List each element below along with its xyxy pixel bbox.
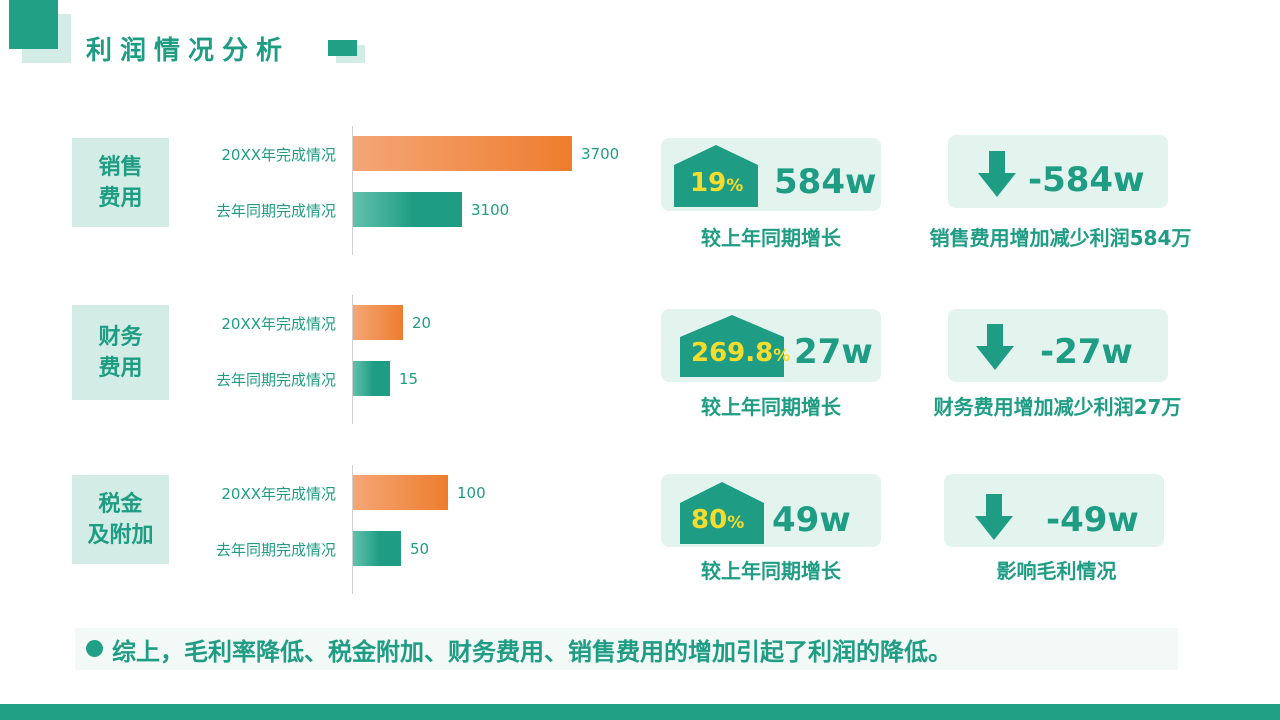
footer-bar — [0, 704, 1280, 720]
bar-value-label: 50 — [410, 540, 430, 558]
bar-series-label: 去年同期完成情况 — [215, 541, 336, 559]
impact-caption: 影响毛利情况 — [996, 559, 1117, 583]
growth-caption: 较上年同期增长 — [701, 395, 841, 419]
title-accent-dark — [328, 40, 357, 56]
growth-percent: 19% — [690, 168, 744, 198]
bar-value-label: 15 — [399, 370, 419, 388]
category-label-finance-expense: 财务 费用 — [72, 305, 169, 400]
bar-series-label: 去年同期完成情况 — [215, 371, 336, 389]
bar-series-label: 20XX年完成情况 — [221, 315, 336, 333]
growth-percent: 80% — [691, 505, 745, 535]
header-decoration-dark — [9, 0, 58, 49]
category-line: 销售 — [98, 154, 143, 180]
category-line: 费用 — [98, 355, 143, 381]
axis-line — [352, 295, 353, 424]
bar — [353, 305, 403, 340]
category-line: 及附加 — [87, 522, 154, 548]
axis-line — [352, 465, 353, 594]
house-icon — [674, 145, 758, 207]
bar-value-label: 3100 — [471, 201, 510, 219]
arrow-down-icon — [978, 151, 1016, 197]
bar-series-label: 去年同期完成情况 — [215, 202, 336, 220]
category-label-sales-expense: 销售 费用 — [72, 138, 169, 227]
category-line: 费用 — [98, 185, 143, 211]
bar-value-label: 20 — [412, 314, 432, 332]
bar-series-label: 20XX年完成情况 — [221, 485, 336, 503]
growth-caption: 较上年同期增长 — [701, 559, 841, 583]
bar — [353, 192, 462, 227]
impact-amount: -584w — [1028, 160, 1145, 200]
arrow-down-icon — [975, 494, 1013, 540]
bar — [353, 136, 572, 171]
bar — [353, 361, 390, 396]
axis-line — [352, 126, 353, 255]
impact-card-finance — [948, 309, 1168, 382]
impact-card-sales — [948, 135, 1168, 208]
impact-caption: 财务费用增加减少利润27万 — [933, 395, 1182, 419]
bar — [353, 475, 448, 510]
house-icon — [680, 482, 764, 544]
bar-series-label: 20XX年完成情况 — [221, 146, 336, 164]
summary-text: 综上，毛利率降低、税金附加、财务费用、销售费用的增加引起了利润的降低。 — [112, 638, 952, 666]
growth-amount: 584w — [774, 162, 877, 202]
page-title: 利润情况分析 — [86, 36, 291, 66]
bar-value-label: 3700 — [581, 145, 620, 163]
category-line: 税金 — [98, 491, 143, 517]
impact-amount: -27w — [1040, 332, 1133, 372]
growth-caption: 较上年同期增长 — [701, 226, 841, 250]
summary-box — [75, 628, 1178, 670]
bar — [353, 531, 401, 566]
growth-amount: 49w — [772, 500, 851, 540]
growth-amount: 27w — [794, 332, 873, 372]
arrow-down-icon — [976, 324, 1014, 370]
category-line: 财务 — [98, 324, 143, 350]
impact-amount: -49w — [1046, 500, 1139, 540]
category-label-tax: 税金 及附加 — [72, 475, 169, 564]
house-icon — [680, 315, 784, 377]
bullet-dot-icon — [86, 640, 103, 657]
growth-percent: 269.8% — [691, 338, 791, 368]
impact-caption: 销售费用增加减少利润584万 — [929, 226, 1192, 250]
bar-value-label: 100 — [457, 484, 486, 502]
impact-card-tax — [944, 474, 1164, 547]
